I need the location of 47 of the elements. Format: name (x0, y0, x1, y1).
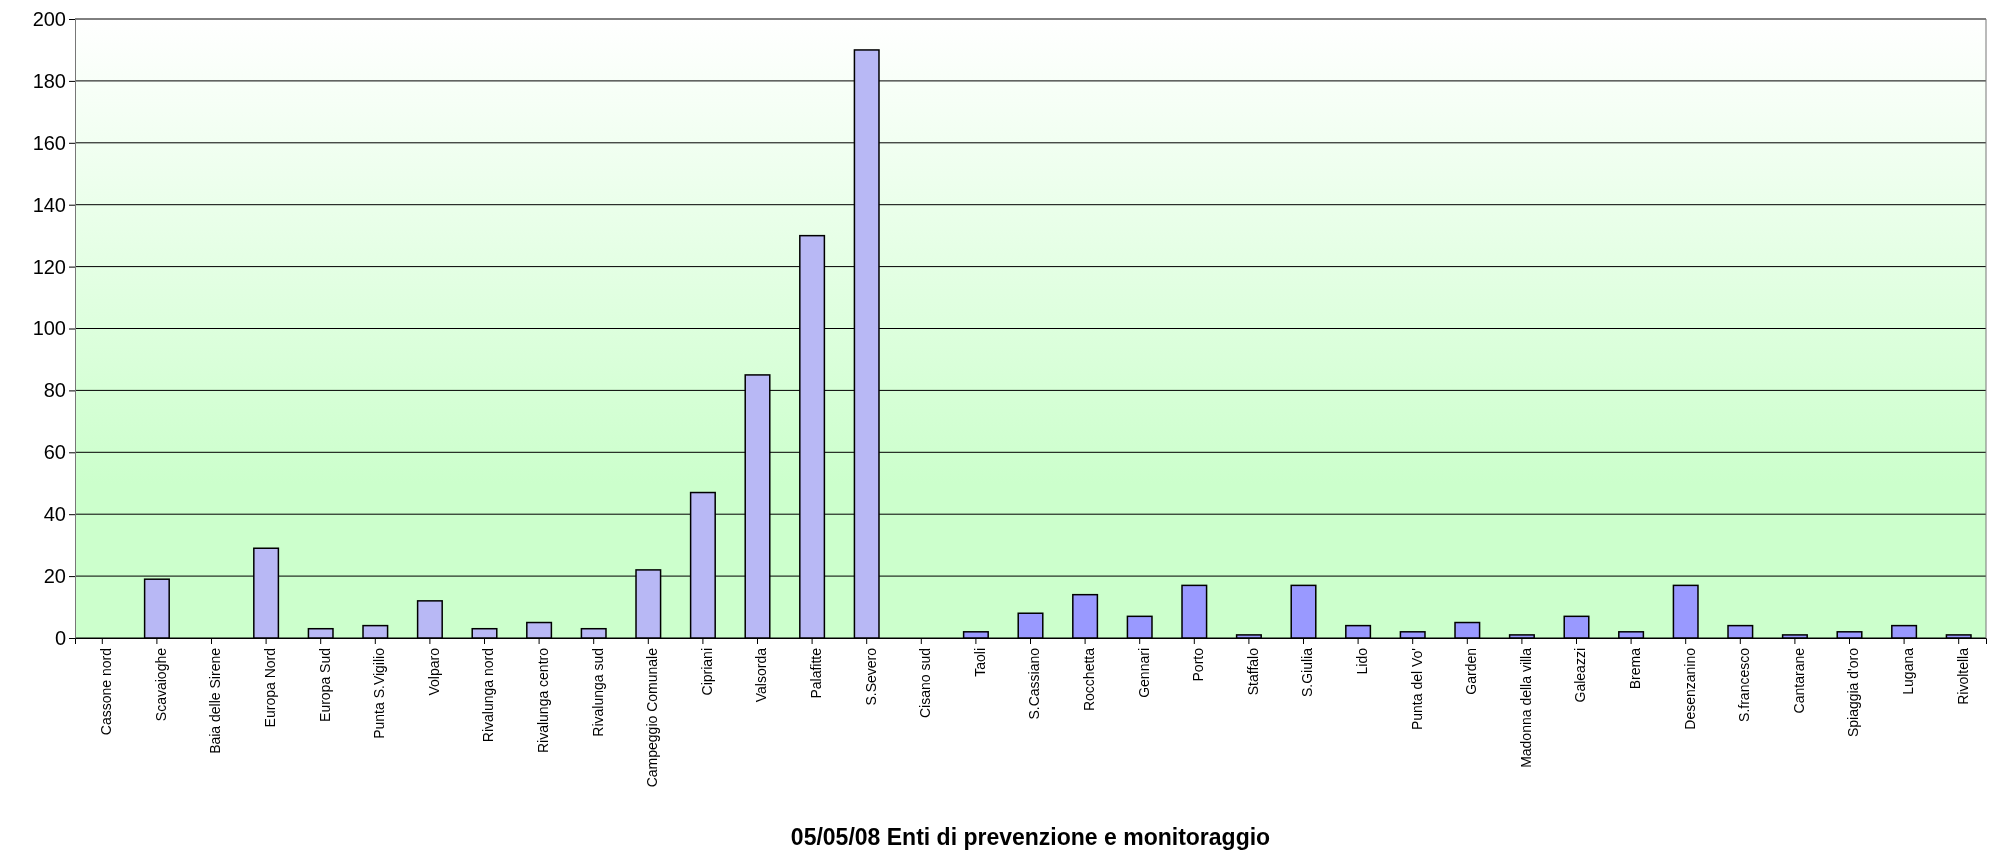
x-tick-label: S.Giulia (1299, 647, 1316, 698)
x-tick-label: Gennari (1135, 648, 1152, 698)
x-tick-label: S.Cassiano (1026, 647, 1043, 720)
x-tick-label: Punta S.Vigilio (371, 647, 388, 739)
x-tick-label: Rivalunga nord (480, 648, 497, 743)
x-tick-label: Staffalo (1244, 647, 1261, 696)
x-tick-label: Galeazzi (1572, 648, 1589, 703)
x-axis-title: 05/05/08 Enti di prevenzione e monitoraggio (790, 824, 1271, 850)
x-tick-label: Rivoltella (1954, 647, 1971, 705)
x-tick-label: Scavaioghe (152, 647, 169, 722)
y-tick-label: 180 (32, 69, 66, 92)
x-tick-label: S.francesco (1736, 647, 1753, 722)
y-tick-label: 80 (43, 379, 66, 402)
x-tick-label: Porto (1190, 647, 1207, 682)
y-tick-label: 40 (43, 503, 66, 526)
x-tick-label: Palafitte (808, 647, 824, 699)
y-tick-label: 20 (43, 565, 66, 587)
x-tick-label: Taoli (971, 648, 988, 677)
x-tick-label: Europa Nord (262, 648, 278, 728)
x-tick-label: Campeggio Comunale (644, 647, 661, 788)
y-tick-label: 160 (32, 131, 66, 154)
x-tick-label: Madonna della villa (1517, 647, 1534, 768)
x-tick-label: Baia delle Sirene (207, 647, 224, 754)
y-tick-label: 120 (32, 255, 66, 278)
x-tick-label: Volparo (425, 647, 442, 696)
x-tick-label: Rocchetta (1081, 647, 1097, 712)
y-tick-label: 60 (43, 441, 66, 464)
x-tick-label: Desenzanino (1681, 647, 1698, 730)
y-tick-label: 0 (54, 626, 66, 649)
x-tick-label: Lido (1354, 647, 1370, 675)
x-tick-label: Cisano sud (917, 648, 934, 719)
y-tick-label: 100 (32, 317, 66, 340)
y-tick-label: 200 (32, 7, 66, 30)
y-tick-label: 140 (32, 193, 66, 216)
x-tick-label: Rivalunga centro (535, 647, 551, 754)
x-tick-label: Spiaggia d'oro (1845, 647, 1862, 738)
x-tick-label: Cipriani (698, 648, 715, 696)
x-tick-label: Lugana (1900, 647, 1916, 695)
x-tick-label: S.Severo (862, 647, 879, 706)
x-tick-label: Cassone nord (98, 648, 115, 736)
x-tick-label: Punta del Vo' (1408, 648, 1425, 731)
x-tick-label: Cantarane (1790, 647, 1807, 714)
x-tick-label: Europa Sud (316, 648, 333, 722)
x-tick-label: Valsorda (753, 647, 770, 703)
x-tick-label: Brema (1627, 647, 1643, 690)
x-tick-label: Rivalunga sud (589, 648, 606, 737)
x-tick-label: Garden (1463, 648, 1480, 695)
